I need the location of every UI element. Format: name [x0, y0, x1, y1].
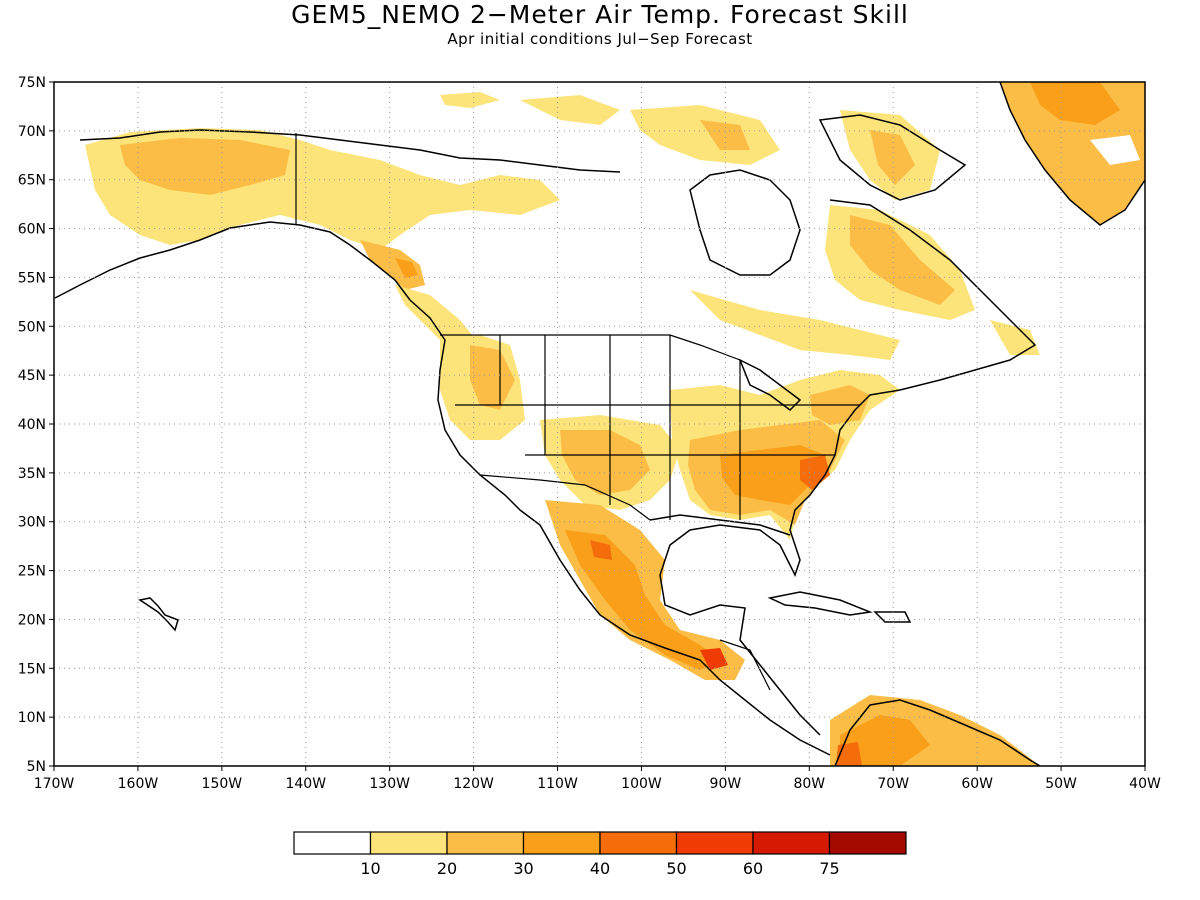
- lon-tick-label: 70W: [877, 776, 909, 792]
- skill-region-arctic-d: [700, 120, 750, 150]
- skill-region-south-america2: [840, 715, 930, 766]
- skill-region-quebec2: [850, 215, 955, 305]
- skill-region-mexico2: [565, 530, 720, 670]
- colorbar-swatch: [522, 831, 601, 855]
- lon-tick-label: 120W: [453, 776, 494, 792]
- skill-region-labrador-e: [990, 320, 1040, 355]
- skill-region-greenland-hole: [1090, 135, 1140, 165]
- chart-title: GEM5_NEMO 2−Meter Air Temp. Forecast Ski…: [291, 0, 909, 29]
- colorbar-swatch: [599, 831, 678, 855]
- coast-alaska: [54, 221, 831, 756]
- lon-tick-label: 150W: [202, 776, 243, 792]
- skill-region-greenland: [1000, 82, 1145, 225]
- coast-south-america: [834, 699, 1041, 766]
- skill-region-ontario: [690, 290, 900, 360]
- lat-tick-label: 75N: [18, 75, 46, 91]
- grid-lines: [54, 82, 1145, 766]
- skill-region-arctic-b: [520, 95, 620, 125]
- skill-region-greenland2: [1030, 82, 1120, 125]
- colorbar-label: 50: [666, 859, 686, 878]
- lon-tick-label: 80W: [793, 776, 825, 792]
- lat-tick-label: 60N: [18, 222, 46, 238]
- colorbar-swatch: [752, 831, 831, 855]
- lat-tick-label: 35N: [18, 466, 46, 482]
- lon-tick-label: 170W: [34, 776, 75, 792]
- coast-cuba: [767, 591, 873, 616]
- skill-region-southwest2: [560, 430, 650, 495]
- coast-north: [79, 129, 621, 173]
- lat-tick-label: 45N: [18, 368, 46, 384]
- lon-tick-label: 50W: [1045, 776, 1077, 792]
- colorbar-swatch: [828, 831, 907, 855]
- colorbar-swatch: [675, 831, 754, 855]
- border-central-america: [719, 639, 771, 691]
- coast-hawaii: [138, 597, 179, 632]
- colorbar-label: 20: [437, 859, 457, 878]
- colorbar-swatch: [446, 831, 525, 855]
- lon-tick-label: 130W: [369, 776, 410, 792]
- skill-region-mexico-hot: [590, 540, 612, 560]
- skill-region-bc-hot: [395, 258, 418, 278]
- skill-region-western-us2: [470, 345, 515, 410]
- lon-tick-label: 100W: [621, 776, 662, 792]
- skill-region-arctic-a: [440, 92, 500, 108]
- lat-tick-label: 20N: [18, 612, 46, 628]
- colorbar-label: 30: [513, 859, 533, 878]
- skill-region-bc: [360, 240, 425, 290]
- coast-greenland: [999, 82, 1145, 226]
- colorbar-swatch: [293, 831, 372, 855]
- political-borders: [295, 133, 860, 691]
- lat-axis: 75N 70N 65N 60N 55N 50N 45N 40N 35N 30N 25N 20N 15N 1…: [18, 75, 54, 775]
- colorbar-label: 10: [360, 859, 380, 878]
- lat-tick-label: 30N: [18, 515, 46, 531]
- border-us-mexico: [479, 474, 651, 521]
- lat-tick-label: 15N: [18, 661, 46, 677]
- lat-tick-label: 25N: [18, 564, 46, 580]
- lat-tick-label: 50N: [18, 319, 46, 335]
- skill-region-arctic-c: [630, 105, 780, 165]
- lon-tick-label: 90W: [710, 776, 742, 792]
- lat-tick-label: 65N: [18, 173, 46, 189]
- colorbar: 10 20 30 40 50 60 75: [293, 831, 907, 878]
- coast-east: [659, 199, 1037, 736]
- colorbar-swatch: [369, 831, 448, 855]
- coast-hispaniola: [873, 611, 912, 623]
- colorbar-label: 60: [743, 859, 763, 878]
- lat-tick-label: 55N: [18, 270, 46, 286]
- skill-region-baffin2: [870, 130, 915, 185]
- skill-field: [85, 82, 1145, 766]
- skill-region-guatemala: [700, 648, 728, 670]
- colorbar-label: 40: [590, 859, 610, 878]
- skill-region-alaska-mid: [120, 138, 290, 195]
- chart-subtitle: Apr initial conditions Jul−Sep Forecast: [447, 30, 753, 48]
- lon-axis: 170W 160W 150W 140W 130W 120W 110W 100W 90W 80W 70…: [34, 766, 1161, 792]
- lat-tick-label: 70N: [18, 124, 46, 140]
- colorbar-label: 75: [819, 859, 839, 878]
- skill-region-se-us2: [720, 445, 825, 505]
- lat-tick-label: 40N: [18, 417, 46, 433]
- lon-tick-label: 60W: [961, 776, 993, 792]
- lat-tick-label: 5N: [27, 759, 46, 775]
- lat-tick-label: 10N: [18, 710, 46, 726]
- coast-baffin: [818, 114, 967, 201]
- lon-tick-label: 140W: [285, 776, 326, 792]
- lon-tick-label: 40W: [1129, 776, 1161, 792]
- lon-tick-label: 160W: [118, 776, 159, 792]
- lon-tick-label: 110W: [537, 776, 578, 792]
- coast-hudson: [689, 169, 801, 276]
- border-us-canada: [440, 334, 741, 361]
